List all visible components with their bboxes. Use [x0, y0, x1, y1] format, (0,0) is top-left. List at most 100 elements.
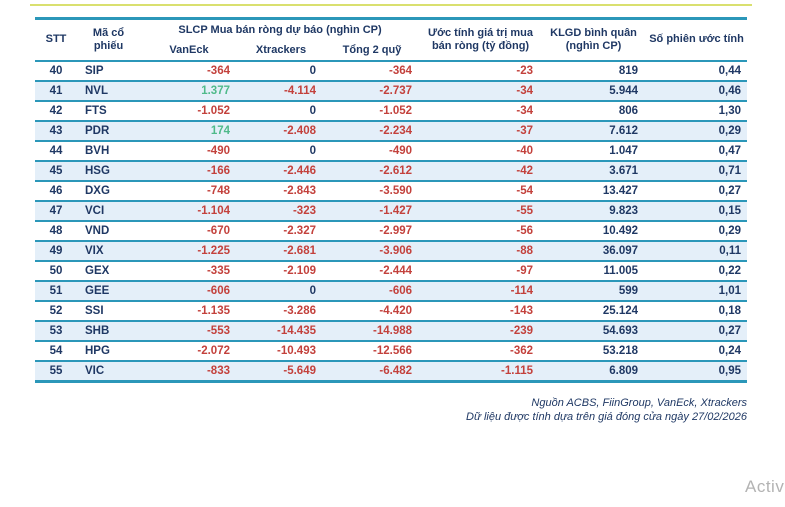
cell-vaneck: -1.104 — [140, 200, 238, 222]
cell-stt: 40 — [35, 60, 77, 82]
cell-xtrackers: 0 — [238, 280, 324, 302]
cell-value: -56 — [420, 220, 542, 242]
cell-stt: 46 — [35, 180, 77, 202]
cell-xtrackers: -5.649 — [238, 360, 324, 383]
cell-total: -1.427 — [324, 200, 421, 222]
cell-xtrackers: -2.109 — [238, 260, 324, 282]
cell-total: -6.482 — [324, 360, 421, 383]
header-stock-code: Mã cổ phiếu — [77, 18, 140, 62]
cell-sessions: 0,24 — [646, 340, 748, 362]
header-sessions: Số phiên ước tính — [646, 18, 748, 62]
cell-sessions: 0,22 — [646, 260, 748, 282]
cell-klgd: 54.693 — [541, 320, 647, 342]
cell-stt: 53 — [35, 320, 77, 342]
cell-total: -3.906 — [324, 240, 421, 262]
cell-stt: 43 — [35, 120, 77, 142]
cell-code: GEX — [77, 260, 140, 282]
cell-value: -55 — [420, 200, 542, 222]
cell-sessions: 0,15 — [646, 200, 748, 222]
cell-sessions: 0,18 — [646, 300, 748, 322]
cell-code: BVH — [77, 140, 140, 162]
cell-vaneck: -490 — [140, 140, 238, 162]
cell-stt: 44 — [35, 140, 77, 162]
cell-sessions: 1,01 — [646, 280, 748, 302]
cell-klgd: 599 — [541, 280, 647, 302]
cell-total: -2.997 — [324, 220, 421, 242]
cell-sessions: 0,27 — [646, 320, 748, 342]
cell-xtrackers: -2.327 — [238, 220, 324, 242]
cell-sessions: 1,30 — [646, 100, 748, 122]
cell-value: -40 — [420, 140, 542, 162]
cell-total: -606 — [324, 280, 421, 302]
cell-value: -143 — [420, 300, 542, 322]
cell-total: -12.566 — [324, 340, 421, 362]
cell-value: -34 — [420, 100, 542, 122]
cell-vaneck: -1.052 — [140, 100, 238, 122]
cell-xtrackers: -10.493 — [238, 340, 324, 362]
cell-klgd: 10.492 — [541, 220, 647, 242]
cell-total: -2.737 — [324, 80, 421, 102]
cell-code: VIC — [77, 360, 140, 383]
cell-code: VIX — [77, 240, 140, 262]
cell-total: -4.420 — [324, 300, 421, 322]
cell-value: -88 — [420, 240, 542, 262]
table-row: 45 HSG -166 -2.446 -2.612 -42 3.671 0,71 — [35, 160, 748, 182]
cell-sessions: 0,46 — [646, 80, 748, 102]
table-body: 40 SIP -364 0 -364 -23 819 0,44 41 NVL 1.377 -4.114… — [35, 60, 748, 383]
cell-sessions: 0,47 — [646, 140, 748, 162]
cell-klgd: 11.005 — [541, 260, 647, 282]
cell-code: DXG — [77, 180, 140, 202]
cell-klgd: 819 — [541, 60, 647, 82]
cell-stt: 55 — [35, 360, 77, 383]
header-total-2-funds: Tổng 2 quỹ — [324, 40, 421, 62]
cell-total: -490 — [324, 140, 421, 162]
cell-code: FTS — [77, 100, 140, 122]
cell-sessions: 0,27 — [646, 180, 748, 202]
cell-code: SSI — [77, 300, 140, 322]
cell-total: -3.590 — [324, 180, 421, 202]
cell-stt: 54 — [35, 340, 77, 362]
cell-klgd: 7.612 — [541, 120, 647, 142]
cell-vaneck: 1.377 — [140, 80, 238, 102]
cell-vaneck: -2.072 — [140, 340, 238, 362]
cell-xtrackers: 0 — [238, 140, 324, 162]
cell-total: -14.988 — [324, 320, 421, 342]
cell-total: -2.234 — [324, 120, 421, 142]
cell-sessions: 0,29 — [646, 220, 748, 242]
cell-code: VND — [77, 220, 140, 242]
cell-xtrackers: -2.408 — [238, 120, 324, 142]
cell-xtrackers: -2.843 — [238, 180, 324, 202]
cell-stt: 51 — [35, 280, 77, 302]
header-estimated-value-line2: bán ròng (tỷ đồng) — [431, 39, 530, 52]
cell-sessions: 0,95 — [646, 360, 748, 383]
cell-value: -97 — [420, 260, 542, 282]
table-row: 51 GEE -606 0 -606 -114 599 1,01 — [35, 280, 748, 302]
cell-sessions: 0,44 — [646, 60, 748, 82]
cell-total: -1.052 — [324, 100, 421, 122]
table-row: 49 VIX -1.225 -2.681 -3.906 -88 36.097 0,11 — [35, 240, 748, 262]
cell-klgd: 25.124 — [541, 300, 647, 322]
table-row: 43 PDR 174 -2.408 -2.234 -37 7.612 0,29 — [35, 120, 748, 142]
cell-vaneck: -1.135 — [140, 300, 238, 322]
cell-value: -23 — [420, 60, 542, 82]
table-row: 42 FTS -1.052 0 -1.052 -34 806 1,30 — [35, 100, 748, 122]
cell-value: -42 — [420, 160, 542, 182]
cell-vaneck: 174 — [140, 120, 238, 142]
cell-klgd: 3.671 — [541, 160, 647, 182]
cell-klgd: 6.809 — [541, 360, 647, 383]
cell-vaneck: -166 — [140, 160, 238, 182]
cell-xtrackers: -323 — [238, 200, 324, 222]
cell-vaneck: -364 — [140, 60, 238, 82]
table-row: 53 SHB -553 -14.435 -14.988 -239 54.693 0,27 — [35, 320, 748, 342]
cell-stt: 49 — [35, 240, 77, 262]
cell-code: SHB — [77, 320, 140, 342]
cell-vaneck: -606 — [140, 280, 238, 302]
cell-code: NVL — [77, 80, 140, 102]
cell-vaneck: -335 — [140, 260, 238, 282]
cell-vaneck: -748 — [140, 180, 238, 202]
cell-klgd: 13.427 — [541, 180, 647, 202]
header-klgd: KLGD bình quân (nghìn CP) — [541, 18, 647, 62]
cell-vaneck: -670 — [140, 220, 238, 242]
cell-xtrackers: -3.286 — [238, 300, 324, 322]
data-basis-line: Dữ liệu được tính dựa trên giá đóng cửa … — [466, 411, 747, 423]
